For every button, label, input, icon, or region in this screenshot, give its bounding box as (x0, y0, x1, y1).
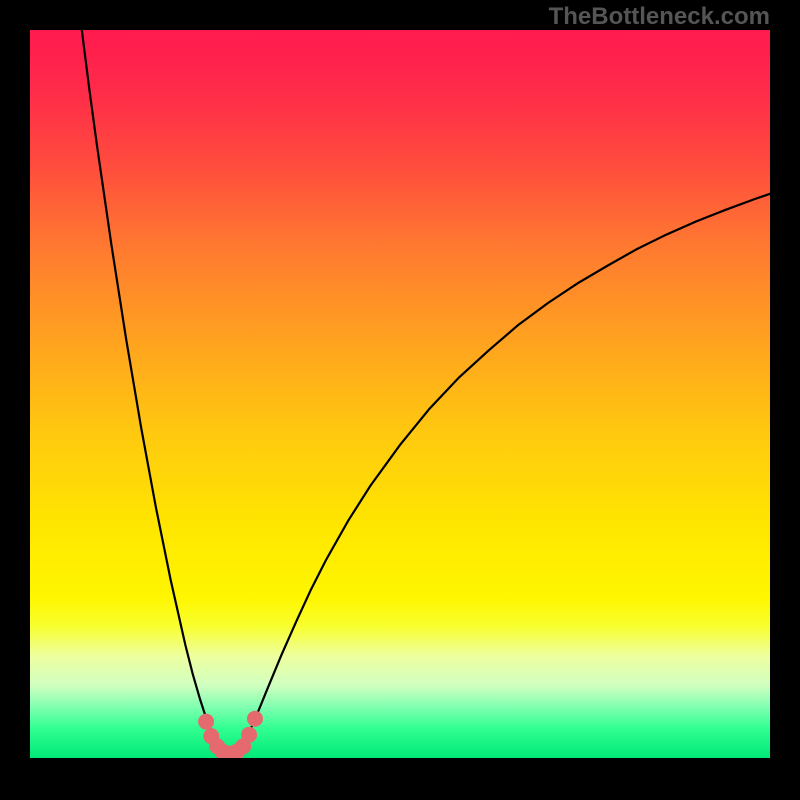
border-left (0, 0, 30, 800)
watermark-text: TheBottleneck.com (549, 3, 770, 31)
marker-group (198, 711, 263, 758)
left-curve (82, 30, 226, 752)
curve-svg (30, 30, 770, 758)
border-bottom (0, 758, 800, 800)
marker-dot (241, 727, 257, 743)
marker-dot (247, 711, 263, 727)
marker-dot (198, 714, 214, 730)
border-right (770, 0, 800, 800)
right-curve (234, 194, 771, 752)
chart-container: TheBottleneck.com (0, 0, 800, 800)
plot-area (30, 30, 770, 758)
